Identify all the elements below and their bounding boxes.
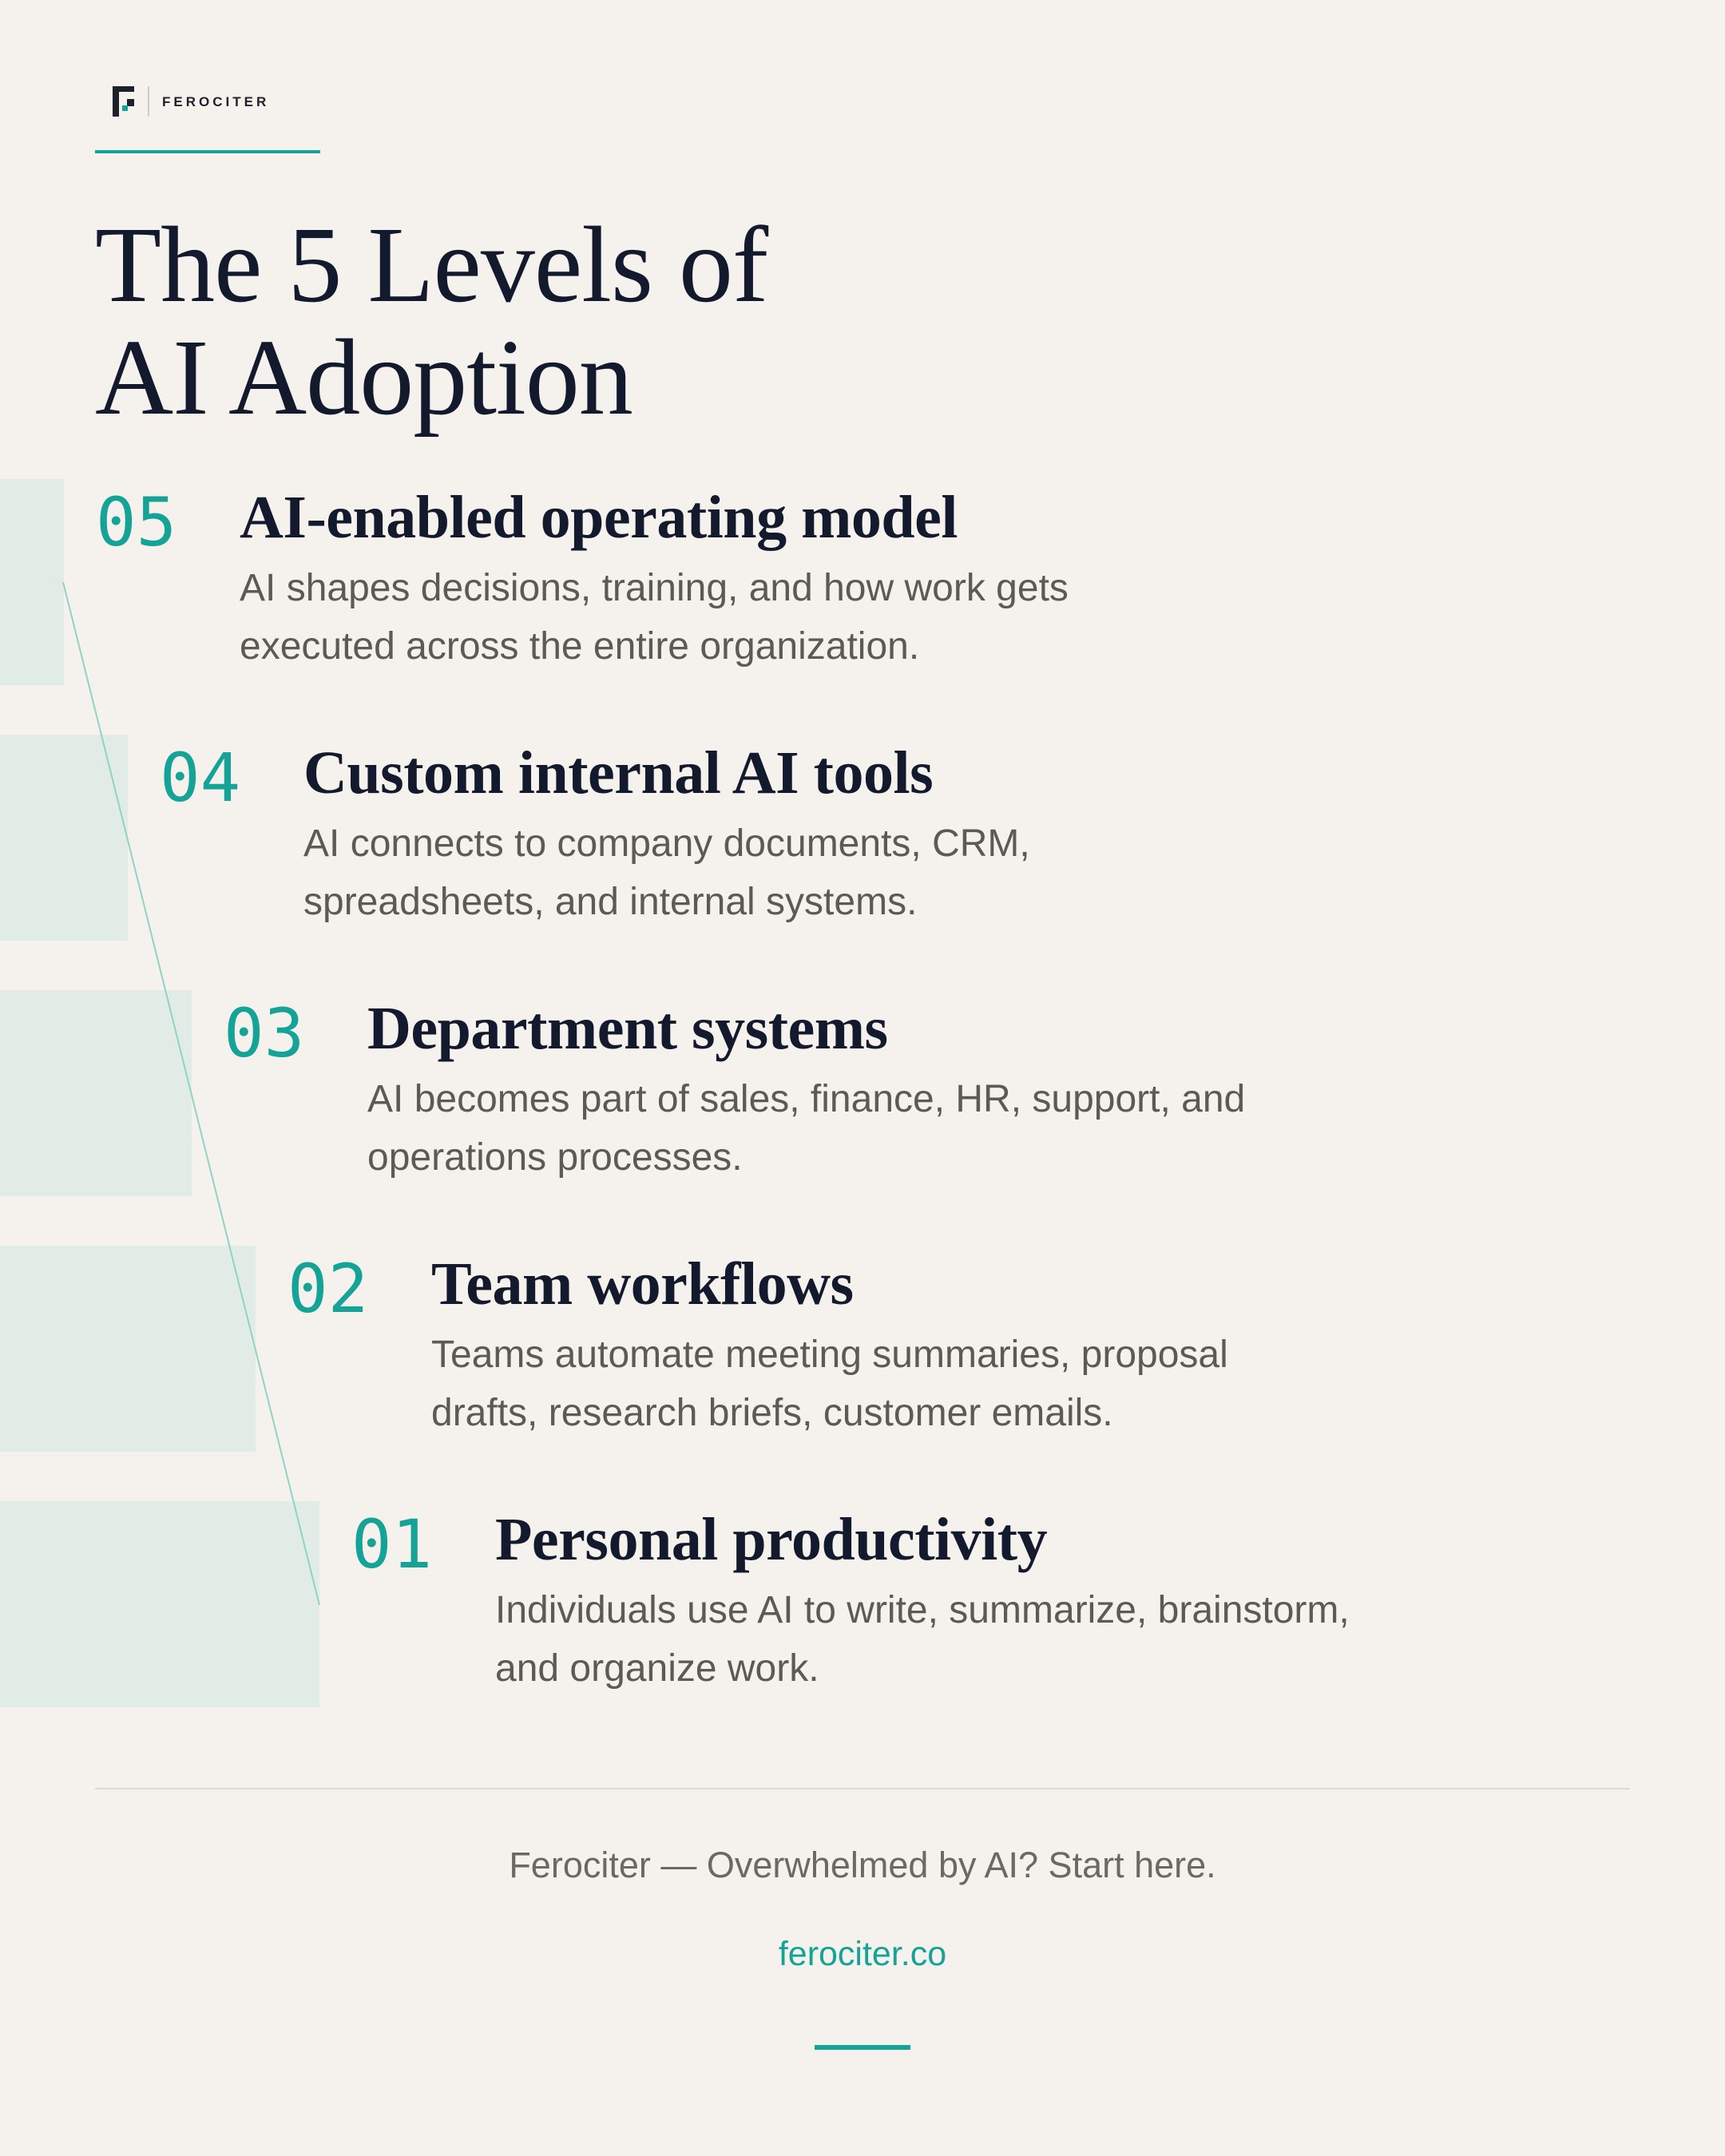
level-description-line-1: AI connects to company documents, CRM,: [303, 822, 1030, 865]
level-step-block: [0, 1501, 319, 1707]
title-line-1: The 5 Levels of: [95, 205, 768, 325]
logo-divider: [148, 86, 149, 117]
level-number: 01: [351, 1505, 433, 1583]
level-description-line-2: executed across the entire organization.: [240, 625, 920, 668]
level-title: AI-enabled operating model: [240, 484, 958, 551]
level-description-line-2: drafts, research briefs, customer emails…: [431, 1392, 1113, 1434]
level-number: 04: [160, 739, 241, 817]
footer-accent-bar: [815, 2045, 910, 2050]
level-step-block: [0, 735, 128, 941]
level-step-block: [0, 990, 192, 1196]
level-number: 03: [224, 994, 305, 1072]
footer-tagline: Ferociter — Overwhelmed by AI? Start her…: [509, 1845, 1216, 1885]
level-description-line-1: Individuals use AI to write, summarize, …: [495, 1589, 1350, 1631]
ferociter-logo-icon: [113, 86, 137, 117]
title-line-2: AI Adoption: [95, 318, 633, 438]
level-title: Department systems: [367, 995, 888, 1062]
level-description-line-1: AI becomes part of sales, finance, HR, s…: [367, 1078, 1246, 1120]
level-description-line-2: spreadsheets, and internal systems.: [303, 881, 918, 923]
brand-name: FEROCITER: [162, 94, 270, 109]
level-description-line-1: Teams automate meeting summaries, propos…: [431, 1334, 1228, 1376]
level-description-line-2: operations processes.: [367, 1136, 743, 1179]
level-title: Team workflows: [431, 1250, 854, 1318]
footer-divider: [95, 1788, 1630, 1789]
level-number: 05: [96, 483, 177, 561]
page-title: The 5 Levels of AI Adoption: [95, 209, 768, 434]
header-accent-rule: [95, 150, 320, 153]
level-step-block: [0, 1246, 256, 1452]
footer-link[interactable]: ferociter.co: [778, 1935, 947, 1973]
level-description-line-2: and organize work.: [495, 1647, 819, 1690]
level-title: Personal productivity: [495, 1506, 1048, 1573]
level-description-line-1: AI shapes decisions, training, and how w…: [240, 567, 1069, 609]
level-number: 02: [288, 1250, 369, 1328]
level-step-block: [0, 479, 64, 685]
level-title: Custom internal AI tools: [303, 739, 934, 807]
